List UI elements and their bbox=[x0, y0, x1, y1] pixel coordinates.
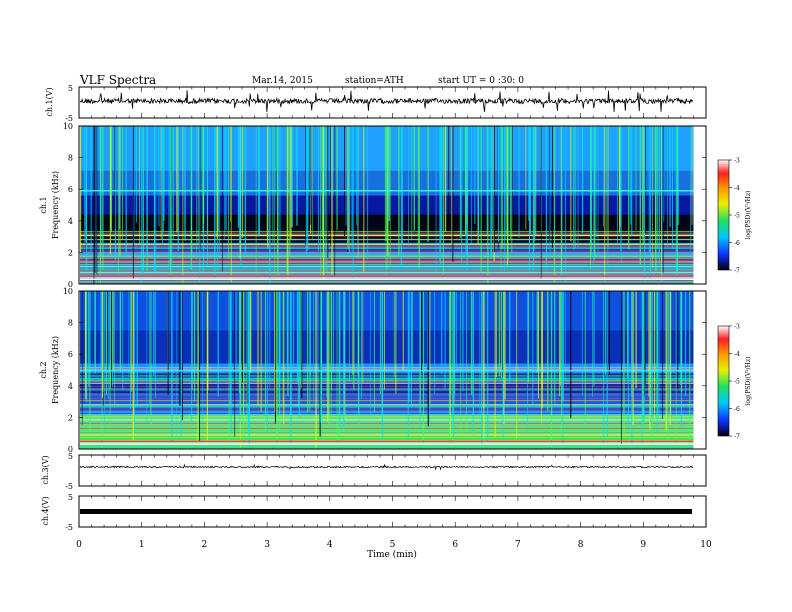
start-ut-label: start UT = 0 :30: 0 bbox=[438, 76, 524, 86]
colorbar-tick-label: -7 bbox=[734, 268, 740, 275]
time-tick-label: 7 bbox=[515, 540, 521, 550]
colorbar-tick-label: -4 bbox=[734, 351, 740, 358]
ch1-colorbar bbox=[717, 159, 730, 271]
freq-tick-label: 6 bbox=[68, 185, 73, 194]
freq-tick-label: 6 bbox=[68, 350, 73, 359]
ch2-freq-label-freq: Frequency (kHz) bbox=[51, 336, 60, 404]
chart-title: VLF Spectra bbox=[79, 73, 156, 87]
time-tick-label: 8 bbox=[578, 540, 584, 550]
ch3-ytick-bottom: -5 bbox=[65, 482, 73, 491]
freq-tick-label: 8 bbox=[68, 154, 73, 163]
ch4-ytick-top: 5 bbox=[68, 493, 73, 502]
ch4-ylabel: ch.4(V) bbox=[41, 496, 50, 525]
ch2-spectrogram-image bbox=[80, 291, 694, 449]
time-tick-label: 2 bbox=[202, 540, 208, 550]
ch3-waveform-line bbox=[79, 463, 694, 471]
freq-tick-label: 0 bbox=[68, 445, 73, 454]
ch4-waveform-panel: 5 -5 ch.4(V) bbox=[41, 493, 707, 532]
ch3-ytick-top: 5 bbox=[68, 452, 73, 461]
freq-tick-label: 4 bbox=[68, 217, 73, 226]
ch1-colorbar-label: log(PSD)(V²/Hz) bbox=[745, 191, 752, 240]
freq-tick-label: 2 bbox=[68, 248, 73, 257]
ch4-waveform-band bbox=[80, 509, 692, 514]
ch2-freq-ticks: 10 8 6 4 2 0 bbox=[63, 287, 706, 454]
ch4-ytick-bottom: -5 bbox=[65, 523, 73, 532]
ch1-freq-ticks: 10 8 6 4 2 0 bbox=[63, 122, 706, 289]
ch2-colorbar bbox=[717, 325, 730, 437]
freq-tick-label: 8 bbox=[68, 319, 73, 328]
ch1-freq-label-freq: Frequency (kHz) bbox=[51, 171, 60, 239]
ch1-freq-label-ch: ch.1 bbox=[39, 196, 48, 213]
colorbar-tick-label: -5 bbox=[734, 379, 740, 386]
ch3-xticks bbox=[78, 455, 707, 486]
ch1-spectrogram-frame bbox=[78, 125, 707, 285]
freq-tick-label: 2 bbox=[68, 413, 73, 422]
colorbar-tick-label: -7 bbox=[734, 434, 740, 441]
time-tick-label: 1 bbox=[139, 540, 145, 550]
ch2-colorbar-ticks: -3 -4 -5 -6 -7 bbox=[729, 324, 740, 441]
colorbar-tick-label: -6 bbox=[734, 406, 740, 413]
freq-tick-label: 4 bbox=[68, 382, 73, 391]
colorbar-tick-label: -3 bbox=[734, 158, 740, 165]
time-tick-label: 9 bbox=[640, 540, 646, 550]
time-tick-label: 10 bbox=[700, 540, 712, 550]
ch1-spectrogram-image bbox=[79, 126, 694, 284]
time-axis-label: Time (min) bbox=[367, 549, 417, 560]
time-tick-label: 0 bbox=[76, 540, 82, 550]
time-tick-label: 4 bbox=[327, 540, 333, 550]
date-label: Mar.14, 2015 bbox=[252, 76, 313, 86]
ch1-waveform-panel: 5 -5 ch.1(V) bbox=[45, 84, 707, 123]
colorbar-tick-label: -3 bbox=[734, 324, 740, 331]
ch2-colorbar-label: log(PSD)(V²/Hz) bbox=[745, 357, 752, 406]
colorbar-tick-label: -5 bbox=[734, 213, 740, 220]
ch4-xticks bbox=[78, 496, 707, 527]
ch1-xticks bbox=[78, 87, 707, 118]
freq-tick-label: 10 bbox=[63, 122, 73, 131]
ch1-ytick-bottom: -5 bbox=[65, 114, 73, 123]
time-tick-label: 6 bbox=[452, 540, 458, 550]
ch2-spectrogram-frame bbox=[78, 290, 707, 450]
colorbar-tick-label: -6 bbox=[734, 240, 740, 247]
time-tick-label: 5 bbox=[390, 540, 396, 550]
freq-tick-label: 0 bbox=[68, 280, 73, 289]
ch1-colorbar-ticks: -3 -4 -5 -6 -7 bbox=[729, 158, 740, 275]
ch1-waveform-line bbox=[79, 90, 694, 113]
colorbar-tick-label: -4 bbox=[734, 185, 740, 192]
time-axis: 0 1 2 3 4 5 6 7 8 9 10 bbox=[76, 540, 712, 550]
ch3-ylabel: ch.3(V) bbox=[41, 455, 50, 484]
ch3-waveform-panel: 5 -5 ch.3(V) bbox=[41, 452, 707, 491]
time-tick-label: 3 bbox=[264, 540, 270, 550]
station-label: station=ATH bbox=[345, 76, 404, 86]
freq-tick-label: 10 bbox=[63, 287, 73, 296]
ch1-ytick-top: 5 bbox=[68, 84, 73, 93]
ch2-freq-label-ch: ch.2 bbox=[39, 361, 48, 378]
ch1-ylabel: ch.1(V) bbox=[45, 87, 54, 116]
